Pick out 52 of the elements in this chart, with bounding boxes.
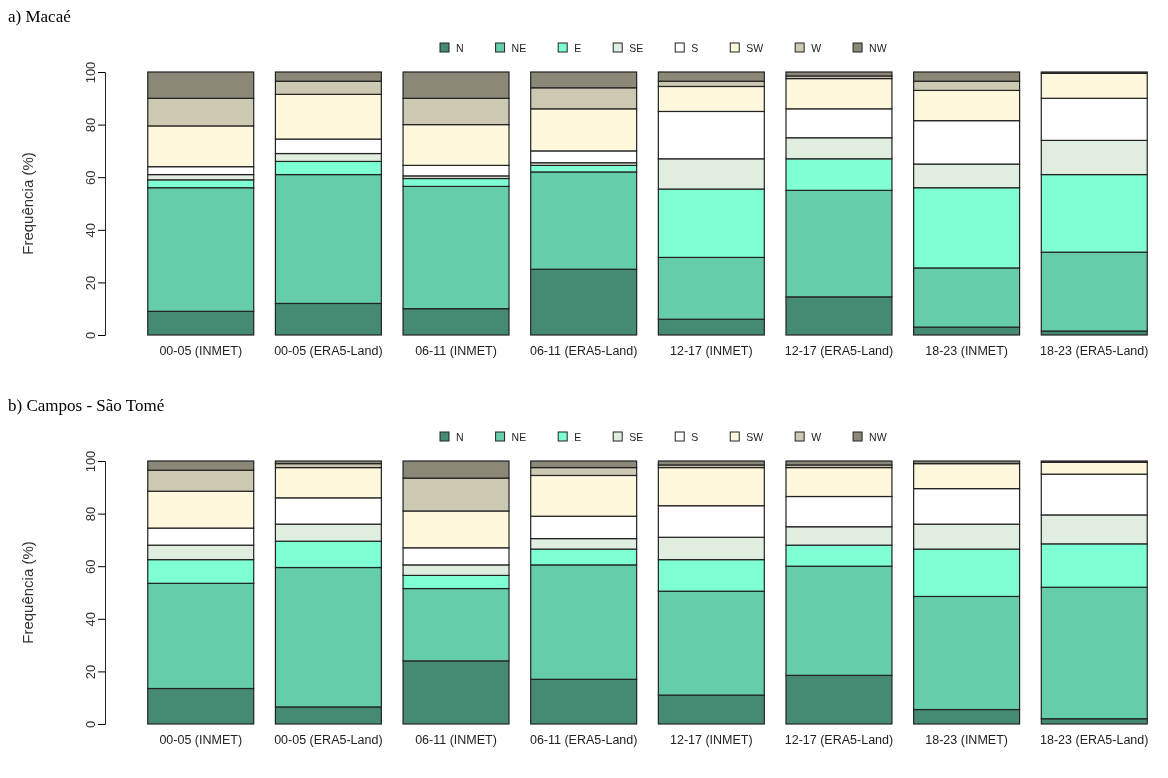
x-tick-label: 18-23 (INMET) — [925, 733, 1008, 747]
y-tick-label: 100 — [83, 450, 98, 473]
x-tick-label: 18-23 (INMET) — [925, 344, 1008, 358]
legend-label: E — [574, 431, 582, 443]
bar — [274, 460, 382, 465]
chart-title: a) Macaé — [8, 7, 71, 26]
x-tick-label: 00-05 (ERA5-Land) — [274, 344, 383, 358]
x-tick-label: 06-11 (INMET) — [415, 344, 497, 358]
bar — [785, 71, 893, 77]
x-tick-label: 06-11 (ERA5-Land) — [529, 344, 638, 358]
x-tick-label: 00-05 (ERA5-Land) — [274, 733, 383, 747]
y-axis-title: Frequência (%) — [19, 541, 36, 644]
legend-label: NW — [869, 42, 887, 54]
y-tick-label: 0 — [83, 720, 98, 729]
legend-label: W — [811, 42, 822, 54]
x-tick-label: 12-17 (INMET) — [670, 733, 753, 747]
x-tick-label: 18-23 (ERA5-Land) — [1040, 344, 1149, 358]
bar — [657, 460, 765, 466]
y-axis-title: Frequência (%) — [19, 152, 36, 255]
chart-title: b) Campos - São Tomé — [8, 396, 165, 415]
legend-label: NW — [869, 431, 887, 443]
y-tick-label: 60 — [83, 170, 98, 185]
y-tick-label: 100 — [83, 61, 98, 84]
y-tick-label: 20 — [83, 275, 98, 291]
y-tick-label: 40 — [83, 612, 98, 627]
legend-label: SW — [746, 431, 764, 443]
bar — [785, 460, 893, 466]
x-tick-label: 06-11 (ERA5-Land) — [529, 733, 638, 747]
legend-label: SW — [746, 42, 764, 54]
y-tick-label: 80 — [83, 506, 98, 522]
legend-label: SE — [629, 431, 644, 443]
legend-label: W — [811, 431, 822, 443]
legend-label: NE — [511, 42, 527, 54]
y-tick-label: 20 — [83, 664, 98, 680]
legend-label: E — [574, 42, 582, 54]
legend-label: SE — [629, 42, 644, 54]
x-tick-label: 12-17 (ERA5-Land) — [784, 733, 894, 747]
y-tick-label: 80 — [83, 117, 98, 133]
legend-label: S — [691, 42, 699, 54]
x-tick-label: 00-05 (INMET) — [159, 344, 243, 358]
legend-label: N — [456, 42, 464, 54]
y-tick-label: 60 — [83, 559, 98, 574]
x-tick-label: 06-11 (INMET) — [415, 733, 497, 747]
x-tick-label: 18-23 (ERA5-Land) — [1040, 733, 1149, 747]
legend-label: N — [456, 431, 464, 443]
x-tick-label: 00-05 (INMET) — [159, 733, 243, 747]
x-tick-label: 12-17 (INMET) — [670, 344, 753, 358]
y-tick-label: 0 — [83, 331, 98, 340]
x-tick-label: 12-17 (ERA5-Land) — [784, 344, 894, 358]
y-tick-label: 40 — [83, 223, 98, 238]
legend-label: S — [691, 431, 699, 443]
legend-label: NE — [511, 431, 527, 443]
